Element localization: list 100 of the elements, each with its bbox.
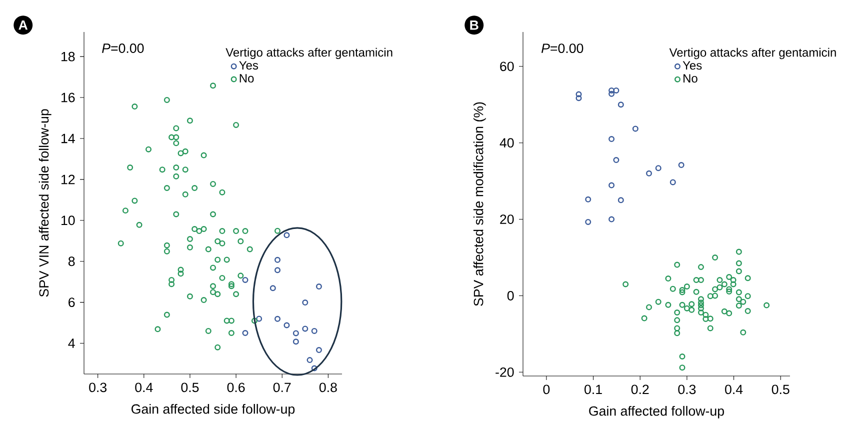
legend-label: No <box>240 74 254 83</box>
point <box>311 365 318 372</box>
x-tick-label: 0.5 <box>772 384 790 394</box>
point <box>242 330 248 336</box>
point <box>698 264 704 270</box>
point <box>242 276 248 283</box>
point <box>736 302 742 309</box>
x-tick-label: 0.7 <box>273 382 291 392</box>
point <box>726 288 732 295</box>
y-tick-label: -20 <box>496 367 514 377</box>
y-tick-label: 0 <box>507 291 514 300</box>
point <box>716 284 723 290</box>
annotation: P=0.00 <box>541 44 584 54</box>
point <box>702 312 709 318</box>
point <box>270 285 276 292</box>
y-tick-label: 12 <box>61 174 75 184</box>
point <box>721 281 728 288</box>
y-tick-label: 8 <box>68 256 75 266</box>
point <box>730 281 736 288</box>
point <box>618 102 624 108</box>
point <box>716 277 723 284</box>
x-axis-title: Gain affected side follow-up <box>132 404 295 416</box>
point <box>613 87 620 94</box>
point <box>292 330 299 336</box>
point <box>698 305 704 312</box>
point <box>764 302 770 308</box>
x-tick-label: 0.8 <box>319 382 337 392</box>
legend-label: Yes <box>239 61 258 70</box>
x-tick-label: 0.3 <box>89 382 107 392</box>
point <box>608 136 615 142</box>
y-tick-label: 16 <box>61 92 75 102</box>
point <box>316 347 322 354</box>
point <box>698 302 704 308</box>
point <box>284 232 290 238</box>
point <box>665 276 672 282</box>
y-axis-title: SPV affected side modification (%) <box>473 102 486 306</box>
point <box>655 165 662 172</box>
chart-title: A <box>18 20 28 30</box>
y-tick-label: 4 <box>68 338 75 348</box>
point <box>306 357 313 364</box>
point <box>736 268 742 274</box>
point <box>707 293 714 300</box>
point <box>736 260 742 266</box>
point <box>688 301 695 308</box>
point <box>740 298 746 305</box>
y-tick-label: 40 <box>500 138 514 148</box>
legend-title: Vertigo attacks after gentamicin <box>226 48 392 60</box>
point <box>744 293 751 300</box>
legend-label: No <box>684 74 698 83</box>
point <box>736 296 742 302</box>
point <box>744 308 751 314</box>
legend-title: Vertigo attacks after gentamicin <box>669 48 836 60</box>
point <box>679 302 686 308</box>
point <box>726 310 732 316</box>
point <box>707 316 714 322</box>
point <box>684 305 690 312</box>
x-tick-label: 0.4 <box>725 384 743 394</box>
point <box>302 326 308 332</box>
point <box>698 310 704 316</box>
point <box>284 322 290 328</box>
point <box>302 300 308 306</box>
point <box>316 284 322 290</box>
point <box>726 286 732 292</box>
point <box>646 304 652 310</box>
point <box>693 288 700 295</box>
point <box>585 218 592 225</box>
point <box>292 338 299 345</box>
point <box>712 286 718 292</box>
point <box>736 289 742 296</box>
point <box>608 216 615 222</box>
point <box>585 196 592 202</box>
point <box>608 90 615 97</box>
point <box>702 316 709 322</box>
point <box>679 353 686 360</box>
y-tick-label: 60 <box>500 62 514 72</box>
point <box>674 325 680 332</box>
point <box>740 329 746 336</box>
chart-title: B <box>470 20 478 30</box>
x-tick-label: 0.3 <box>678 384 696 394</box>
point <box>608 87 615 94</box>
point <box>274 316 281 322</box>
y-tick-label: 6 <box>68 298 75 308</box>
point <box>679 364 686 371</box>
y-tick-label: 18 <box>61 52 75 62</box>
point <box>712 292 718 299</box>
point <box>274 256 281 263</box>
x-tick-label: 0.1 <box>584 384 602 394</box>
point <box>726 274 732 280</box>
point <box>641 315 648 322</box>
point <box>646 170 652 176</box>
point <box>576 95 582 102</box>
point <box>688 306 695 313</box>
point <box>613 157 620 164</box>
annotation: P=0.00 <box>102 44 144 53</box>
point <box>655 298 662 305</box>
point <box>576 91 582 98</box>
point <box>698 296 704 302</box>
point <box>679 286 686 293</box>
x-tick-label: 0.5 <box>181 382 199 392</box>
x-tick-label: 0 <box>543 384 550 394</box>
